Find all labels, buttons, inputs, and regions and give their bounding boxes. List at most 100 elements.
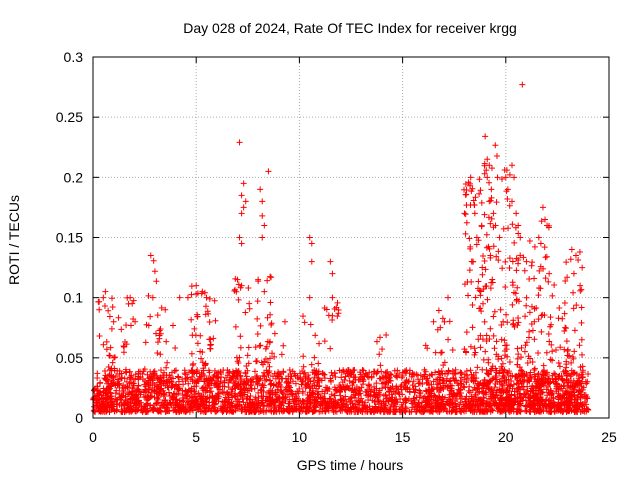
data-point — [145, 386, 152, 393]
data-point — [508, 198, 515, 205]
data-point — [232, 404, 239, 411]
data-point — [243, 373, 250, 380]
data-point — [115, 381, 122, 388]
data-point — [280, 405, 287, 412]
data-point — [300, 353, 307, 360]
data-point — [322, 395, 329, 402]
data-point — [127, 294, 134, 301]
data-point — [315, 368, 322, 375]
data-point — [579, 373, 586, 380]
data-point — [349, 400, 356, 407]
data-point — [508, 392, 515, 399]
data-point — [482, 266, 489, 273]
data-point — [255, 276, 262, 283]
data-point — [512, 290, 519, 297]
data-point — [376, 334, 383, 341]
data-point — [175, 378, 182, 385]
data-point — [528, 262, 535, 269]
data-point — [554, 393, 561, 400]
data-point — [532, 379, 539, 386]
data-point — [416, 394, 423, 401]
data-point — [547, 400, 554, 407]
data-point — [346, 377, 353, 384]
data-point — [300, 363, 307, 370]
data-point — [502, 174, 509, 181]
data-point — [573, 406, 580, 413]
data-point — [210, 335, 217, 342]
data-point — [392, 373, 399, 380]
data-point — [438, 396, 445, 403]
data-point — [449, 393, 456, 400]
data-point — [523, 258, 530, 265]
data-point — [160, 402, 167, 409]
data-point — [463, 367, 470, 374]
data-point — [467, 343, 474, 350]
data-point — [257, 322, 264, 329]
x-tick-label: 15 — [395, 429, 411, 445]
data-point — [338, 404, 345, 411]
data-point — [190, 397, 197, 404]
data-point — [487, 367, 494, 374]
data-point — [98, 404, 105, 411]
data-point — [549, 348, 556, 355]
data-point — [321, 371, 328, 378]
data-point — [537, 263, 544, 270]
data-point — [484, 156, 491, 163]
data-point — [263, 367, 270, 374]
data-point — [168, 369, 175, 376]
data-point — [462, 211, 469, 218]
data-point — [423, 401, 430, 408]
data-point — [101, 302, 108, 309]
data-point — [577, 364, 584, 371]
data-point — [264, 338, 271, 345]
data-point — [576, 249, 583, 256]
data-point — [342, 402, 349, 409]
data-point — [327, 258, 334, 265]
data-point — [95, 390, 102, 397]
data-point — [438, 349, 445, 356]
data-point — [266, 401, 273, 408]
data-point — [101, 367, 108, 374]
data-point — [503, 311, 510, 318]
data-point — [566, 352, 573, 359]
data-point — [256, 342, 263, 349]
data-point — [513, 408, 520, 415]
data-point — [526, 237, 533, 244]
data-point — [109, 402, 115, 409]
data-point — [207, 342, 214, 349]
data-point — [562, 367, 569, 374]
data-point — [230, 408, 237, 415]
data-point — [221, 383, 228, 390]
data-point — [536, 377, 543, 384]
data-point — [360, 376, 367, 383]
data-point — [154, 339, 161, 346]
data-point — [156, 332, 163, 339]
data-point — [181, 370, 188, 377]
data-point — [316, 340, 323, 347]
data-point — [235, 296, 242, 303]
data-point — [461, 210, 468, 217]
data-point — [329, 270, 336, 277]
data-point — [527, 388, 534, 395]
data-point — [230, 408, 237, 415]
data-point — [461, 346, 468, 353]
data-point — [482, 389, 489, 396]
data-point — [123, 322, 130, 329]
data-point — [505, 381, 512, 388]
data-point — [91, 394, 98, 401]
data-point — [347, 404, 354, 411]
data-point — [494, 395, 501, 402]
data-point — [219, 398, 226, 405]
data-point — [180, 397, 187, 404]
data-point — [584, 395, 591, 402]
data-point — [197, 348, 204, 355]
data-point — [556, 363, 563, 370]
data-point — [514, 377, 521, 384]
data-point — [488, 279, 495, 286]
data-point — [156, 407, 163, 414]
data-point — [163, 408, 170, 415]
data-point — [238, 210, 245, 217]
data-point — [118, 326, 125, 333]
data-point — [340, 384, 347, 391]
data-point — [504, 195, 511, 202]
